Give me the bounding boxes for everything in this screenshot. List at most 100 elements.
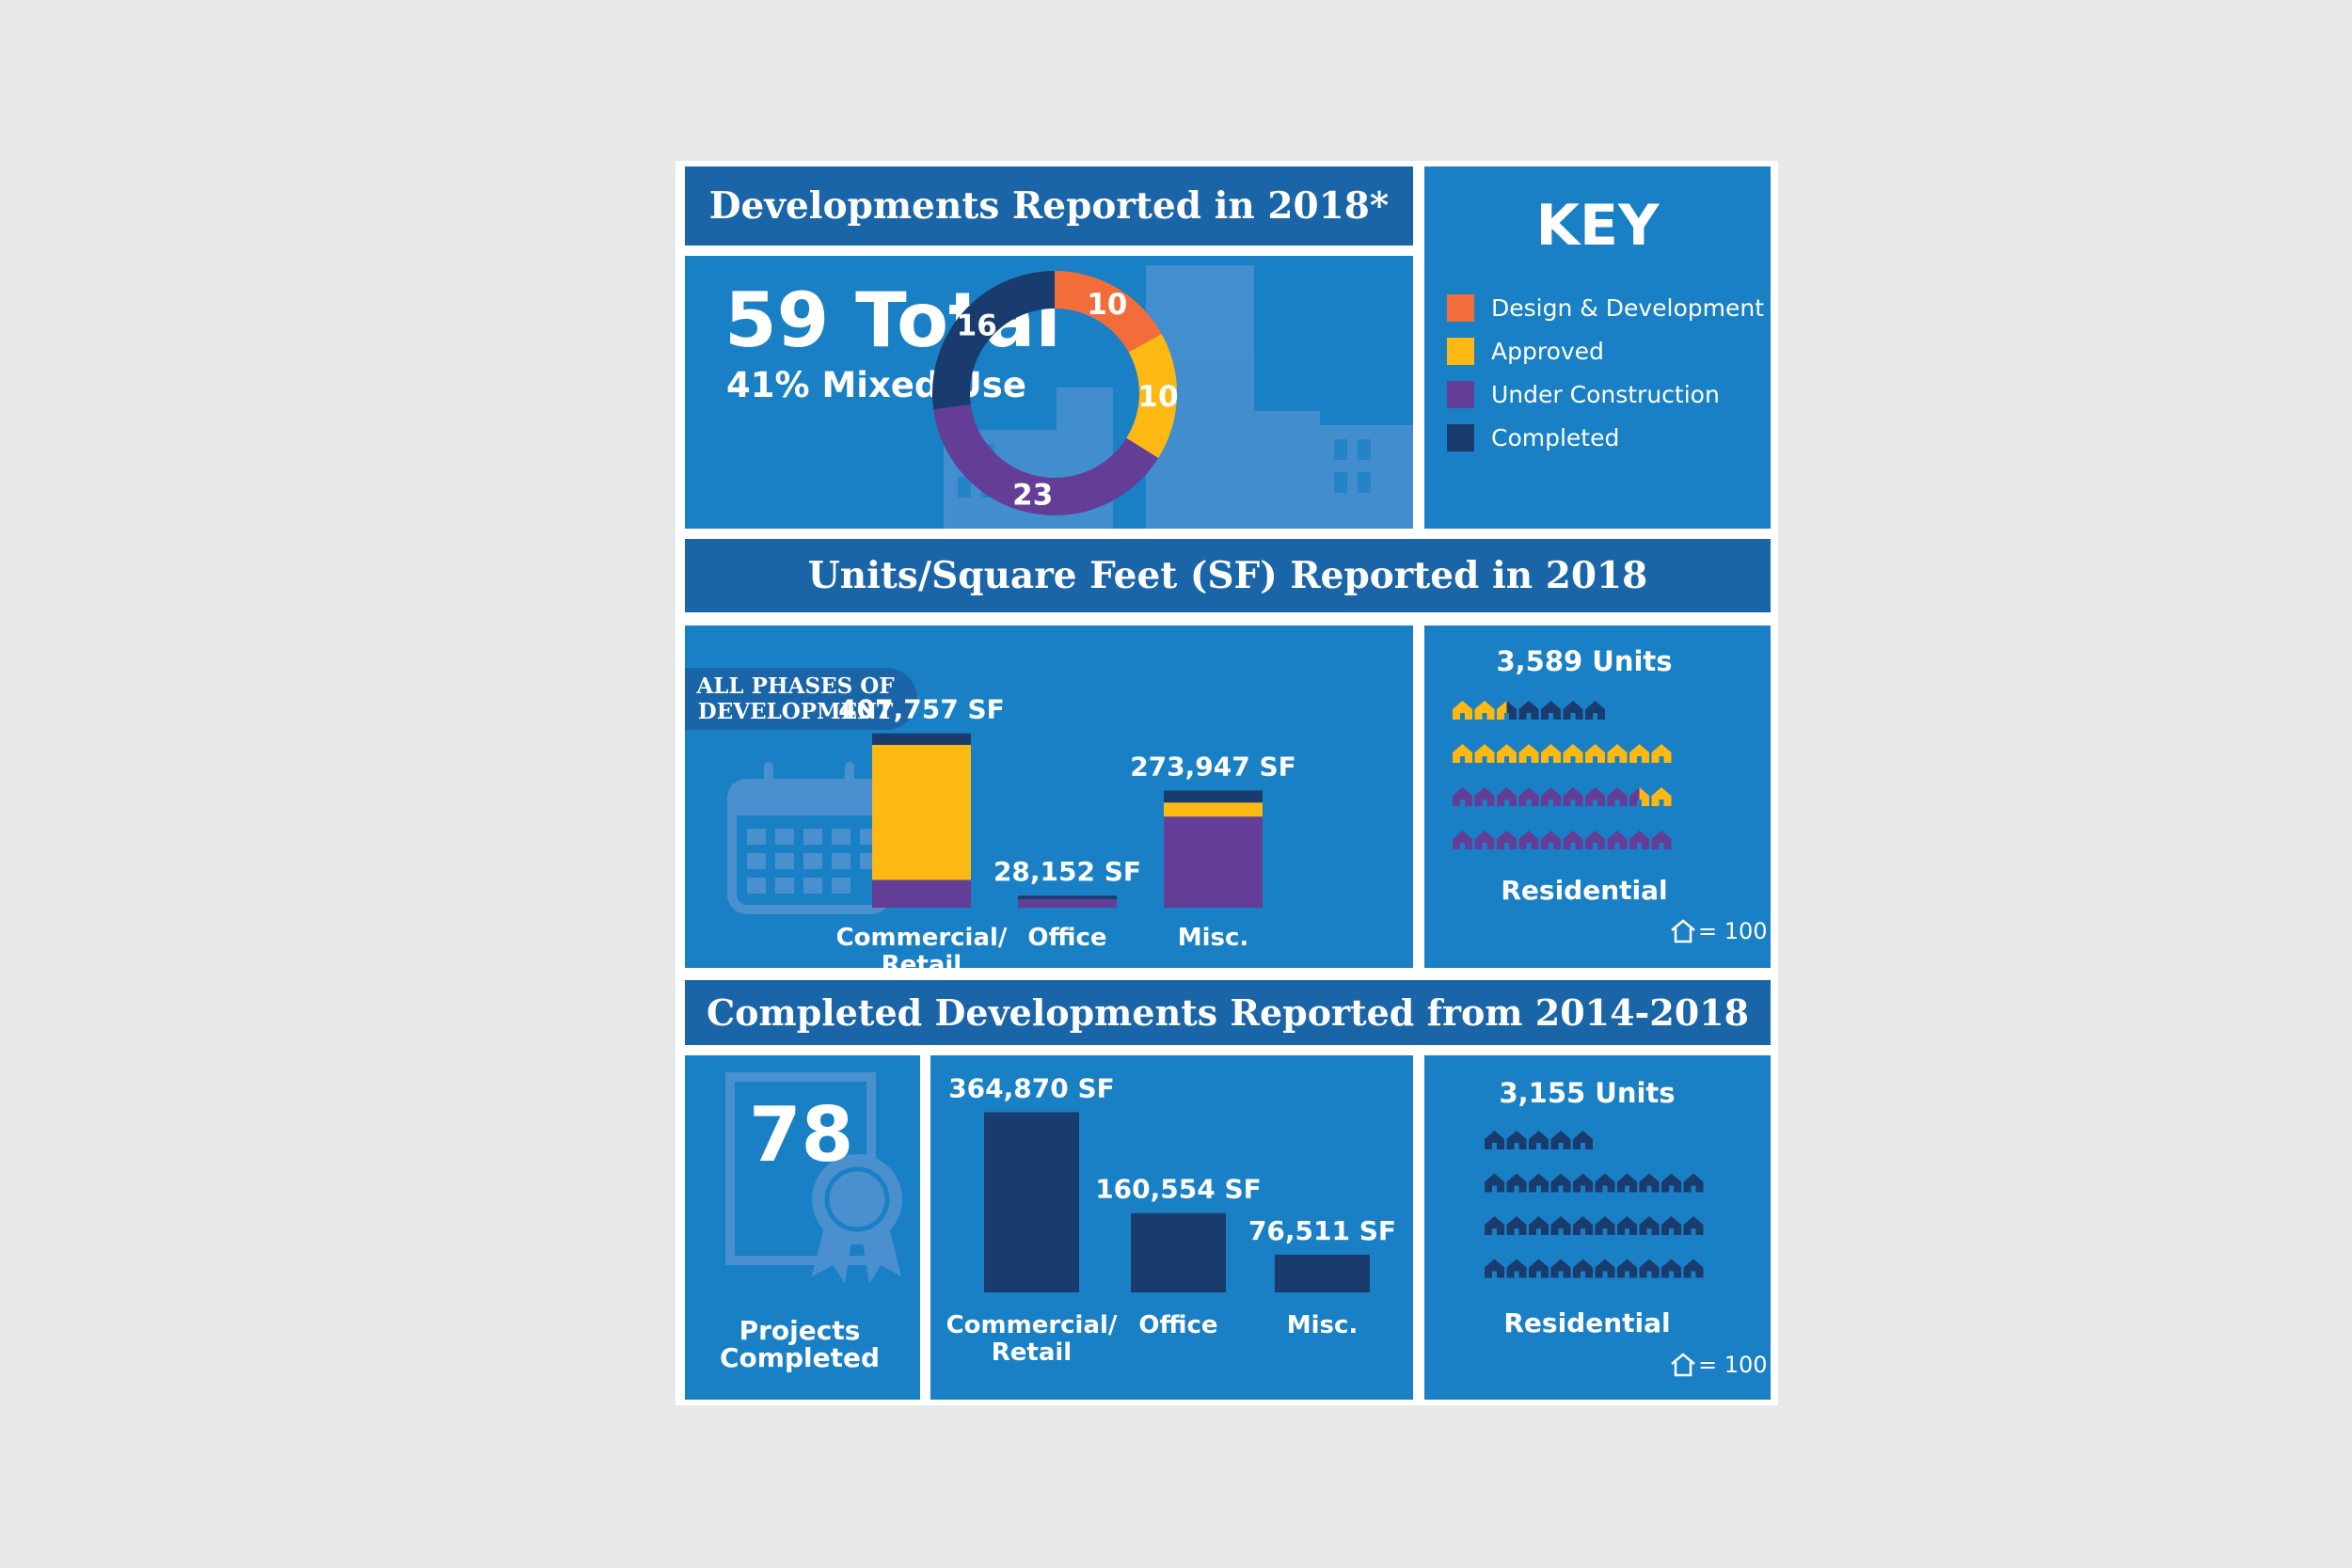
key-label-construction: Under Construction bbox=[1491, 380, 1720, 408]
skyline-icon bbox=[944, 265, 1413, 529]
units-2018-house-4-8 bbox=[1607, 831, 1628, 849]
badge-line-2: DEVELOPMENT bbox=[697, 699, 894, 724]
key-label-approved: Approved bbox=[1491, 337, 1604, 365]
units-2018-pictogram bbox=[1453, 701, 1672, 849]
key-item-approved: Approved bbox=[1447, 332, 1604, 370]
units-2018-house-3-7 bbox=[1585, 787, 1605, 806]
house-outline-icon bbox=[1671, 1353, 1695, 1377]
bar-2018-1-construction bbox=[872, 879, 971, 908]
bar-completed-2 bbox=[1131, 1212, 1226, 1292]
badge-line-1: ALL PHASES OF bbox=[696, 673, 895, 699]
units-2018-house-4-5 bbox=[1541, 831, 1561, 849]
units-completed-house-2-2 bbox=[1506, 1173, 1527, 1193]
units-completed-house-2-6 bbox=[1595, 1173, 1615, 1193]
units-completed-house-4-9 bbox=[1661, 1259, 1681, 1278]
developments-panel: 59 Total 41% Mixed-Use 10 10 23 16 bbox=[685, 256, 1413, 529]
units-completed-pictogram bbox=[1485, 1131, 1704, 1278]
units-2018-house-4-10 bbox=[1651, 831, 1672, 849]
residential-label-completed: Residential bbox=[1503, 1307, 1671, 1338]
units-2018-house-2-6 bbox=[1563, 744, 1583, 763]
bar-completed-total-3: 76,511 SF bbox=[1248, 1215, 1396, 1246]
donut-slice-approved bbox=[1126, 334, 1177, 458]
bar-2018-category-3-line-1: Misc. bbox=[1178, 924, 1249, 952]
key-item-completed: Completed bbox=[1447, 419, 1619, 456]
units-completed-house-4-3 bbox=[1529, 1259, 1549, 1278]
donut-label-approved: 10 bbox=[1137, 380, 1178, 414]
infographic-frame: Developments Reported in 2018* 59 Total … bbox=[675, 161, 1778, 1405]
units-completed-house-2-10 bbox=[1683, 1173, 1704, 1193]
bar-completed-category-1-line-2: Retail bbox=[992, 1338, 1072, 1367]
units-2018-house-3-4 bbox=[1518, 787, 1539, 806]
units-2018-house-1-6 bbox=[1563, 701, 1583, 720]
units-2018-house-2-7 bbox=[1585, 744, 1605, 763]
donut-chart: 10 10 23 16 bbox=[932, 271, 1179, 515]
units-2018-house-3-8 bbox=[1607, 787, 1628, 806]
bar-2018-category-2-line-1: Office bbox=[1027, 924, 1106, 952]
bar-2018-total-3: 273,947 SF bbox=[1130, 751, 1296, 782]
sf-2018-panel: ALL PHASES OF DEVELOPMENT 407,757 SF Comm… bbox=[685, 626, 1413, 979]
bar-2018-category-1-line-2: Retail bbox=[882, 951, 961, 979]
projects-label-1: Projects bbox=[739, 1315, 861, 1346]
units-2018-house-4-4 bbox=[1518, 831, 1539, 849]
section-title-units: Units/Square Feet (SF) Reported in 2018 bbox=[685, 539, 1771, 612]
units-2018-house-2-9 bbox=[1629, 744, 1649, 763]
units-2018-house-2-2 bbox=[1474, 744, 1495, 763]
units-completed-house-1-3 bbox=[1529, 1131, 1549, 1149]
bar-completed-1 bbox=[984, 1112, 1079, 1292]
certificate-icon bbox=[725, 1072, 902, 1284]
units-completed-house-1-5 bbox=[1573, 1131, 1593, 1149]
units-completed-house-4-5 bbox=[1573, 1259, 1593, 1278]
units-legend-2018: = 100 bbox=[1698, 918, 1768, 944]
units-completed-house-2-4 bbox=[1550, 1173, 1571, 1193]
bar-completed-total-2: 160,554 SF bbox=[1095, 1174, 1262, 1205]
units-completed-house-2-9 bbox=[1661, 1173, 1681, 1193]
units-completed-house-2-5 bbox=[1573, 1173, 1593, 1193]
section-title-developments: Developments Reported in 2018* bbox=[685, 166, 1413, 245]
units-2018-house-3-6 bbox=[1563, 787, 1583, 806]
units-2018-house-3-3 bbox=[1497, 787, 1517, 806]
approved-swatch bbox=[1447, 337, 1474, 365]
key-panel: KEY Design & Development Approved Under … bbox=[1424, 166, 1771, 529]
projects-count: 78 bbox=[749, 1091, 854, 1179]
units-2018-house-2-3 bbox=[1497, 744, 1517, 763]
units-2018-house-3-5 bbox=[1541, 787, 1561, 806]
units-2018-house-1-7 bbox=[1585, 701, 1605, 720]
units-completed-house-4-2 bbox=[1506, 1259, 1527, 1278]
sf-2018-bar-chart: 407,757 SF Commercial/Retail 28,152 SF Offi… bbox=[836, 694, 1296, 979]
projects-panel: 78 Projects Completed bbox=[685, 1055, 920, 1400]
units-completed-house-4-6 bbox=[1595, 1259, 1615, 1278]
units-2018-house-1-3 bbox=[1497, 701, 1517, 720]
units-completed-house-3-4 bbox=[1550, 1216, 1571, 1235]
units-completed-house-3-5 bbox=[1573, 1216, 1593, 1235]
bar-2018-3-approved bbox=[1164, 802, 1263, 817]
bar-2018-category-1-line-1: Commercial/ bbox=[836, 924, 1008, 952]
units-2018-house-4-2 bbox=[1474, 831, 1495, 849]
house-outline-icon bbox=[1671, 919, 1695, 943]
units-completed-house-1-4 bbox=[1550, 1131, 1571, 1149]
all-phases-badge: ALL PHASES OF DEVELOPMENT bbox=[685, 668, 917, 730]
units-completed-house-2-1 bbox=[1485, 1173, 1504, 1193]
units-completed-house-4-1 bbox=[1485, 1259, 1504, 1278]
bar-completed-total-1: 364,870 SF bbox=[948, 1072, 1115, 1103]
units-completed-house-2-8 bbox=[1639, 1173, 1660, 1193]
units-2018-house-2-1 bbox=[1453, 744, 1472, 763]
units-completed-title: 3,155 Units bbox=[1499, 1077, 1676, 1109]
key-item-design: Design & Development bbox=[1447, 289, 1764, 326]
sf-completed-bar-chart: 364,870 SF Commercial/Retail 160,554 SF Off… bbox=[946, 1072, 1396, 1367]
units-completed-house-3-8 bbox=[1639, 1216, 1660, 1235]
units-2018-house-2-4 bbox=[1518, 744, 1539, 763]
units-completed-house-1-1 bbox=[1485, 1131, 1504, 1149]
bar-2018-total-1: 407,757 SF bbox=[838, 694, 1005, 725]
units-2018-title: 3,589 Units bbox=[1496, 645, 1673, 677]
donut-label-design: 10 bbox=[1087, 288, 1127, 322]
units-completed-house-3-6 bbox=[1595, 1216, 1615, 1235]
units-2018-house-1-2 bbox=[1474, 701, 1495, 720]
key-label-completed: Completed bbox=[1491, 423, 1620, 451]
donut-slice-construction bbox=[933, 404, 1159, 515]
units-2018-house-1-4 bbox=[1518, 701, 1539, 720]
key-item-construction: Under Construction bbox=[1447, 375, 1720, 413]
units-2018-house-3-1 bbox=[1453, 787, 1472, 806]
bar-completed-category-2-line-1: Office bbox=[1138, 1311, 1217, 1339]
donut-slice-completed bbox=[932, 271, 1055, 410]
units-completed-house-4-4 bbox=[1550, 1259, 1571, 1278]
